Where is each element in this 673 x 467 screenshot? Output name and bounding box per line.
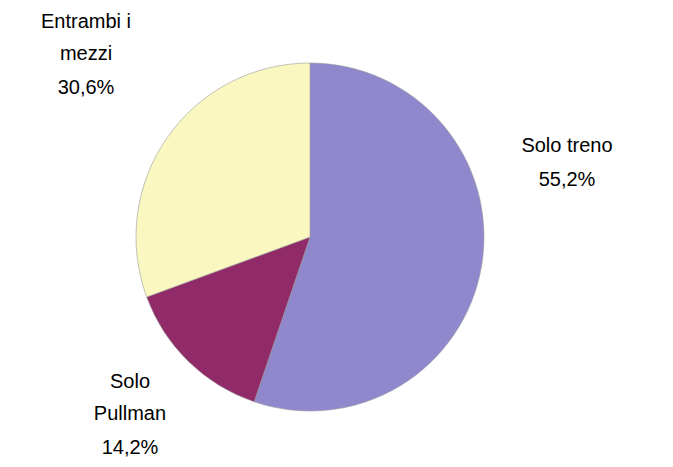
slices bbox=[136, 63, 484, 411]
label-line: Pullman bbox=[94, 402, 166, 424]
value-label: 30,6% bbox=[58, 76, 115, 98]
category-label: Solo Pullman bbox=[94, 370, 166, 424]
value-label: 55,2% bbox=[539, 168, 596, 190]
pie-chart: Solo treno 55,2% Solo Pullman 14,2% Entrambi … bbox=[0, 0, 673, 467]
label-line: Solo bbox=[110, 370, 150, 392]
label-line: Entrambi i bbox=[41, 10, 131, 32]
labels: Solo treno 55,2% Solo Pullman 14,2% Entrambi … bbox=[41, 10, 613, 458]
category-label: Entrambi i mezzi bbox=[41, 10, 131, 64]
label-line: Solo treno bbox=[521, 134, 612, 156]
label-line: mezzi bbox=[60, 42, 112, 64]
pie-slice bbox=[136, 63, 310, 297]
value-label: 14,2% bbox=[102, 436, 159, 458]
chart-container: Solo treno 55,2% Solo Pullman 14,2% Entrambi … bbox=[0, 0, 673, 467]
category-label: Solo treno bbox=[521, 134, 612, 156]
